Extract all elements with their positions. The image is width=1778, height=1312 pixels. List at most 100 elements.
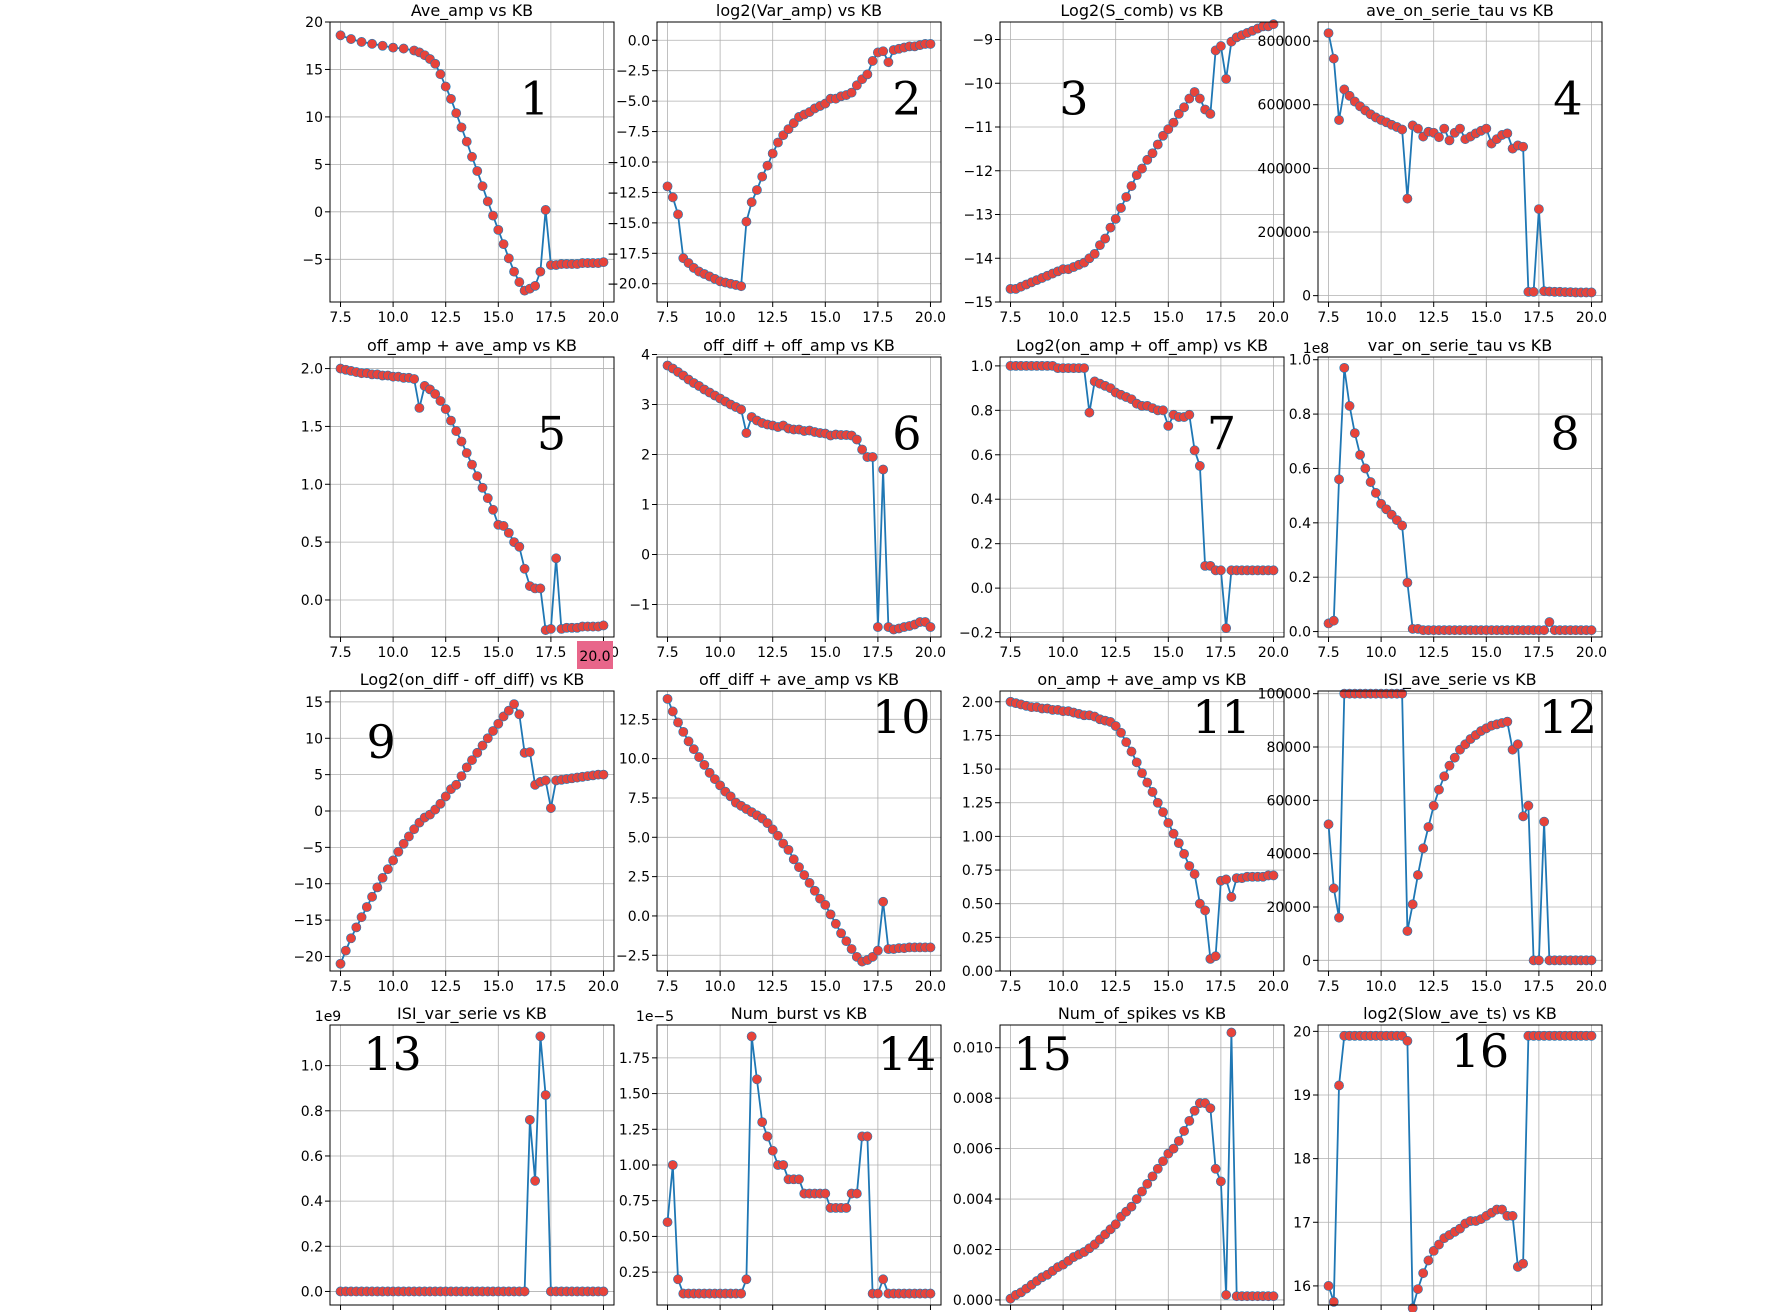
axes-frame [1317, 21, 1603, 303]
data-point [1126, 1201, 1137, 1212]
data-point [1397, 688, 1408, 699]
data-point [1168, 117, 1179, 128]
data-point [694, 752, 704, 762]
data-point [673, 209, 683, 220]
data-point [752, 185, 762, 195]
data-point [472, 166, 483, 176]
data-point [545, 803, 556, 813]
data-point [1189, 1105, 1200, 1116]
data-point [1407, 1303, 1418, 1312]
data-point [773, 137, 783, 148]
y-tick-label: 17 [1293, 1215, 1311, 1231]
data-point [1481, 123, 1492, 134]
data-point [841, 1202, 852, 1213]
data-point [925, 942, 936, 953]
x-tick-label: 10.0 [1366, 645, 1397, 661]
data-point [414, 403, 425, 413]
y-tick-label: −7.5 [616, 125, 650, 141]
data-point [1158, 130, 1168, 141]
data-point [1189, 87, 1200, 97]
data-point [1173, 1136, 1184, 1146]
data-point [1323, 1281, 1334, 1291]
x-tick-label: 17.5 [535, 645, 566, 661]
data-point [598, 257, 609, 268]
panel-number: 9 [366, 715, 395, 769]
data-point [456, 436, 467, 447]
axes-frame [999, 1024, 1285, 1306]
data-point [925, 1288, 936, 1299]
subplot-7: 7.5 10.0 12.5 15.0 17.5 20.0 −0.2 0.0 0.2 0.4 0.6 0… [959, 336, 1289, 661]
subplot-title: ISI_ave_serie vs KB [1383, 670, 1536, 690]
panel-number: 10 [872, 690, 931, 744]
data-point [1518, 141, 1529, 152]
data-point [456, 771, 467, 781]
x-tick-label: 20.0 [915, 645, 946, 661]
data-point [688, 744, 699, 755]
panel-number: 15 [1013, 1027, 1072, 1081]
y-tick-label: −10 [293, 877, 323, 893]
data-point [757, 171, 768, 182]
panel-number: 1 [520, 71, 549, 125]
data-point [1434, 132, 1444, 143]
axis-multiplier: 1e8 [1303, 341, 1329, 357]
data-point [1355, 449, 1365, 460]
y-tick-label: 0.006 [953, 1142, 993, 1158]
data-point [482, 733, 493, 744]
x-tick-label: 20.0 [1576, 979, 1607, 995]
y-tick-label: 0.50 [962, 897, 993, 913]
data-point [1365, 477, 1376, 487]
subplot-title: log2(Slow_ave_ts) vs KB [1363, 1004, 1557, 1024]
y-tick-label: 0.8 [971, 403, 993, 419]
panel-number: 6 [892, 406, 921, 460]
data-point [1152, 1163, 1163, 1174]
data-point [1439, 771, 1450, 782]
data-point [851, 434, 862, 445]
data-point [862, 1131, 873, 1142]
y-tick-label: −13 [963, 208, 993, 224]
data-point [830, 918, 841, 929]
x-tick-label: 12.5 [430, 645, 461, 661]
axes-frame [656, 690, 942, 972]
y-tick-label: 0.0 [971, 581, 993, 597]
subplot-12: 7.5 10.0 12.5 15.0 17.5 20.0 0 20000 40000 60000 8… [1258, 670, 1608, 995]
y-tick-label: 0.0 [301, 1284, 323, 1300]
x-tick-label: 15.0 [483, 645, 514, 661]
y-tick-label: 0.6 [1289, 461, 1311, 477]
data-point [1147, 787, 1158, 797]
y-tick-label: −2.5 [616, 948, 650, 964]
data-point [1126, 746, 1137, 757]
panel-number: 2 [892, 71, 921, 125]
data-point [1205, 108, 1216, 119]
y-tick-label: 15 [305, 695, 323, 711]
data-point [451, 426, 462, 436]
data-point [393, 846, 404, 857]
axes-frame [1317, 690, 1603, 972]
data-point [872, 622, 883, 632]
x-tick-label: 10.0 [378, 645, 409, 661]
data-point [1142, 1179, 1153, 1189]
highlight-label: 20.0 [579, 649, 610, 665]
axis-multiplier: 1e−5 [636, 1009, 674, 1025]
data-point [545, 624, 556, 634]
data-point [1131, 1194, 1142, 1204]
data-point [1413, 123, 1423, 134]
subplot-title: off_diff + off_amp vs KB [703, 336, 895, 356]
panel-number: 14 [878, 1027, 937, 1081]
y-tick-label: 400000 [1258, 161, 1311, 177]
data-point [767, 824, 778, 835]
x-tick-label: 20.0 [915, 310, 946, 326]
data-point [1215, 565, 1226, 576]
data-point [467, 755, 477, 765]
data-point [1100, 233, 1111, 244]
axes-frame [999, 356, 1285, 638]
data-point [1402, 193, 1413, 204]
axes-frame [329, 356, 615, 638]
x-tick-label: 17.5 [1523, 645, 1554, 661]
data-point [1215, 1176, 1226, 1187]
subplot-title: off_diff + ave_amp vs KB [699, 670, 899, 690]
data-point [1105, 222, 1116, 233]
data-point [699, 760, 710, 770]
y-tick-label: 80000 [1266, 740, 1311, 756]
data-point [1528, 286, 1539, 297]
data-point [519, 563, 530, 574]
